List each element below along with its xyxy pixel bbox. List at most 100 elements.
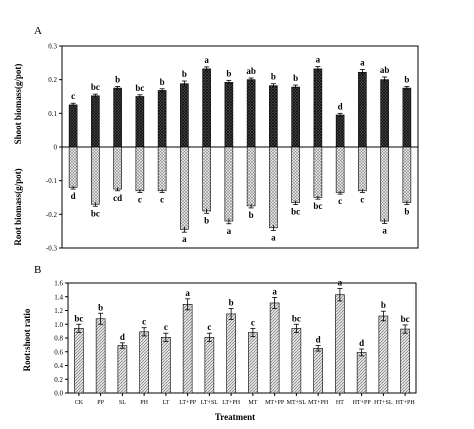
ratio-bar [356, 352, 367, 394]
root-bar [113, 146, 122, 190]
panel-b-axes: 0.0 0.2 0.4 0.6 0.8 1.0 1.2 1.4 1.6 CK PP SL PH LT LT+… [54, 280, 417, 406]
shoot-sig-label: b [293, 73, 298, 83]
shoot-sig-label: b [115, 74, 120, 84]
panel-b-ytick-label: 0.6 [54, 348, 63, 356]
root-sig-label: a [382, 225, 387, 235]
root-bar [202, 146, 211, 212]
shoot-bar [246, 79, 256, 148]
root-ylabel: Root biomass(g/pot) [13, 168, 23, 245]
root-bar [91, 146, 100, 205]
panel-b-ytick-label: 0.2 [54, 376, 63, 384]
ratio-bar [400, 328, 410, 394]
shoot-bar [68, 104, 78, 148]
root-bar [180, 146, 189, 230]
shoot-bar [269, 85, 278, 148]
ratio-sig-label: d [120, 332, 125, 342]
panel-b-ytick-label: 0.4 [54, 362, 63, 370]
shoot-bar [291, 86, 300, 148]
shoot-bar [113, 87, 122, 148]
shoot-bar [224, 82, 234, 148]
ratio-bar [204, 337, 215, 394]
ratio-sig-label: bc [401, 314, 410, 324]
ratio-bar [139, 331, 149, 394]
ratio-sig-label: c [207, 322, 211, 332]
ratio-sig-label: c [164, 322, 168, 332]
shoot-bar [313, 68, 323, 148]
shoot-sig-label: bc [91, 82, 100, 92]
root-sig-label: cd [113, 193, 122, 203]
panel-b-ytick-label: 0.8 [54, 335, 63, 343]
root-sig-label: c [338, 196, 342, 206]
ratio-sig-label: a [272, 286, 277, 296]
ratio-sig-label: b [98, 302, 103, 312]
ratio-bar [182, 304, 193, 394]
category-label: CK [75, 400, 84, 406]
category-label: HT+PP [353, 400, 372, 406]
ratio-sig-label: c [142, 317, 146, 327]
ratio-sig-label: bc [292, 313, 301, 323]
category-label: HT+PH [396, 400, 416, 406]
root-sig-label: d [71, 191, 76, 201]
shoot-bar [180, 83, 189, 148]
root-bar [68, 146, 78, 188]
category-label: MT [248, 400, 257, 406]
root-bar [291, 146, 300, 203]
panel-b-ytick-label: 1.0 [54, 321, 63, 329]
panel-a-ytick-label: 0.3 [48, 43, 57, 51]
ratio-sig-label: b [229, 297, 234, 307]
shoot-bar [202, 68, 211, 148]
ratio-bar [226, 313, 236, 394]
panel-b-label: B [34, 264, 41, 276]
ratio-bar [117, 345, 128, 394]
root-bar [335, 146, 345, 193]
root-sig-label: c [360, 194, 364, 204]
shoot-bar [402, 87, 412, 148]
shoot-sig-label: ab [246, 66, 256, 76]
panel-a-ytick-label: -0.3 [46, 245, 58, 253]
shoot-sig-label: bc [135, 83, 144, 93]
root-bar [224, 146, 234, 222]
category-label: LT+PH [222, 400, 241, 406]
panel-b-ytick-label: 0.0 [54, 390, 63, 398]
root-sig-label: c [138, 194, 142, 204]
panel-a-label: A [34, 25, 42, 37]
root-bar [380, 146, 389, 222]
panel-b-ytick-label: 1.2 [54, 307, 63, 315]
shoot-bar [380, 79, 389, 148]
ratio-bar [378, 315, 389, 394]
ratio-bar [269, 302, 280, 394]
shoot-sig-label: c [71, 91, 75, 101]
shoot-sig-label: b [182, 69, 187, 79]
ratio-bar [248, 332, 258, 394]
panel-a-ytick-label: 0.1 [48, 110, 57, 118]
shoot-bar [335, 114, 345, 148]
panel-b: B 0.0 0.2 0.4 0.6 0.8 1.0 1.2 1.4 1.6 CK PP SL PH LT L… [22, 264, 417, 422]
root-bar [269, 146, 278, 229]
ratio-sig-label: a [338, 278, 343, 288]
panel-a-ytick-label: 0 [54, 144, 58, 152]
shoot-sig-label: b [271, 72, 276, 82]
shoot-sig-label: b [160, 77, 165, 87]
category-label: SL [119, 400, 126, 406]
panel-a-ytick-label: -0.2 [46, 211, 58, 219]
panel-a-ytick-label: 0.2 [48, 76, 57, 84]
shoot-sig-label: a [316, 55, 321, 65]
root-sig-label: bc [313, 201, 322, 211]
shoot-bar [157, 90, 167, 148]
root-sig-label: b [404, 207, 409, 217]
shoot-sig-label: b [226, 68, 231, 78]
category-label: MT+SL [287, 400, 307, 406]
ratio-sig-label: d [359, 338, 364, 348]
shoot-sig-label: a [204, 55, 209, 65]
category-label: PP [97, 400, 104, 406]
category-label: PH [140, 400, 148, 406]
root-bar [402, 146, 412, 203]
root-bar [246, 146, 256, 207]
root-bar [358, 146, 367, 192]
shoot-bar [358, 71, 367, 148]
panel-a-ytick-label: -0.1 [46, 177, 58, 185]
root-sig-label: a [271, 232, 276, 242]
root-sig-label: b [204, 215, 209, 225]
